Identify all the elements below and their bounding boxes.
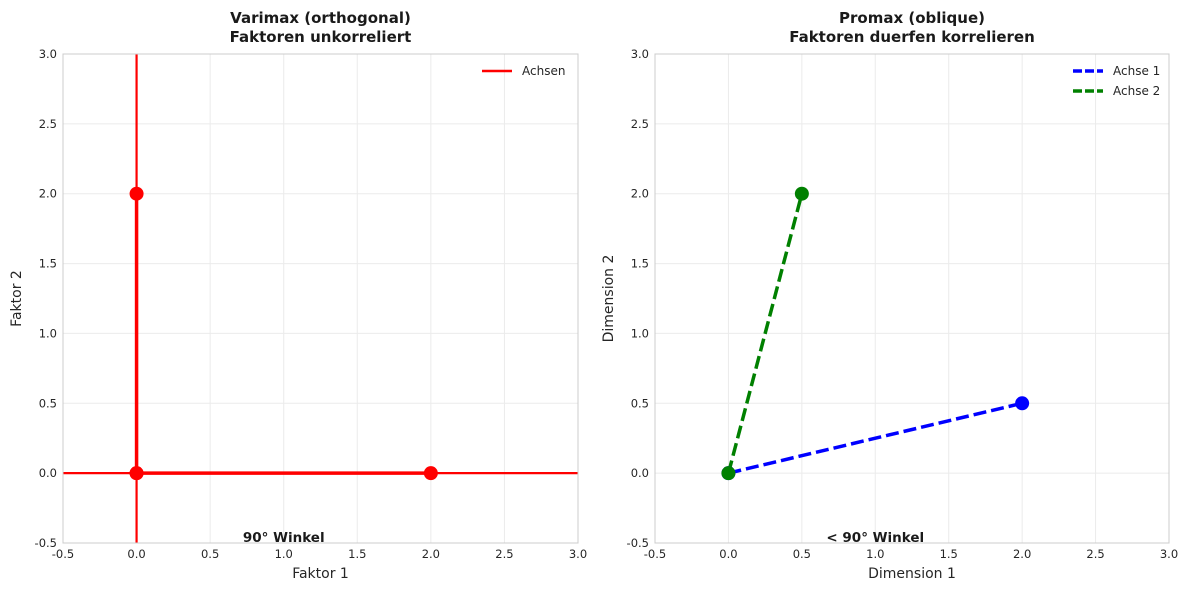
panel-varimax: -0.5 0.0 0.5 1.0 1.5 2.0 2.5 3.0 -0.5 0.0 0.5 1.0 1.…	[9, 9, 587, 582]
y-tick-label: 1.5	[39, 257, 57, 271]
data-point	[129, 466, 144, 481]
series-line-0	[728, 401, 1023, 475]
x-tick-label: 0.0	[127, 547, 145, 561]
x-tick-label: -0.5	[52, 547, 74, 561]
angle-annotation: < 90° Winkel	[826, 530, 924, 546]
data-point	[1015, 396, 1030, 411]
y-tick-label: 2.5	[39, 117, 57, 131]
x-axis-label: Faktor 1	[292, 566, 349, 582]
legend-label: Achse 1	[1113, 64, 1160, 78]
x-tick-label: 2.5	[1086, 547, 1104, 561]
x-axis-label: Dimension 1	[868, 566, 956, 582]
data-point	[129, 186, 144, 201]
x-tick-label: 1.5	[348, 547, 366, 561]
y-tick-label: 0.5	[631, 396, 649, 410]
x-tick-label: 2.0	[422, 547, 440, 561]
x-tick-label: 0.0	[719, 547, 737, 561]
chart-title-line: Promax (oblique)	[839, 9, 985, 27]
x-tick-label: 1.5	[940, 547, 958, 561]
y-tick-label: 0.5	[39, 396, 57, 410]
y-tick-label: 0.0	[39, 466, 57, 480]
y-tick-label: 0.0	[631, 466, 649, 480]
chart-title-line: Faktoren duerfen korrelieren	[789, 28, 1035, 46]
data-point	[423, 466, 438, 481]
plot-area	[63, 54, 578, 543]
y-tick-label: 3.0	[631, 47, 649, 61]
y-tick-label: -0.5	[35, 536, 57, 550]
y-tick-label: 1.0	[39, 326, 57, 340]
y-axis-label: Faktor 2	[9, 270, 25, 327]
plot-frame	[62, 53, 579, 544]
x-tick-label: 1.0	[866, 547, 884, 561]
y-axis-label: Dimension 2	[601, 255, 617, 343]
y-tick-label: 2.0	[39, 187, 57, 201]
y-tick-label: 1.0	[631, 326, 649, 340]
x-tick-label: 3.0	[569, 547, 587, 561]
plot-area	[655, 54, 1169, 543]
x-tick-label: 1.0	[275, 547, 293, 561]
y-tick-label: 2.5	[631, 117, 649, 131]
x-tick-label: 0.5	[201, 547, 219, 561]
chart-title-line: Varimax (orthogonal)	[230, 9, 411, 27]
y-tick-label: 1.5	[631, 257, 649, 271]
legend-label: Achse 2	[1113, 84, 1160, 98]
plot-frame	[654, 53, 1170, 544]
data-point	[794, 186, 809, 201]
legend-label: Achsen	[522, 64, 565, 78]
y-tick-label: -0.5	[627, 536, 649, 550]
angle-annotation: 90° Winkel	[243, 530, 325, 546]
x-tick-label: 0.5	[793, 547, 811, 561]
y-tick-label: 3.0	[39, 47, 57, 61]
x-tick-label: -0.5	[644, 547, 666, 561]
x-tick-label: 3.0	[1160, 547, 1178, 561]
x-tick-label: 2.5	[495, 547, 513, 561]
series-line-1	[726, 193, 804, 474]
panel-promax: -0.5 0.0 0.5 1.0 1.5 2.0 2.5 3.0 -0.5 0.0 0.5 1.0 1.…	[601, 9, 1178, 582]
x-tick-label: 2.0	[1013, 547, 1031, 561]
data-point	[721, 466, 736, 481]
y-tick-label: 2.0	[631, 187, 649, 201]
chart-title-line: Faktoren unkorreliert	[230, 28, 412, 46]
